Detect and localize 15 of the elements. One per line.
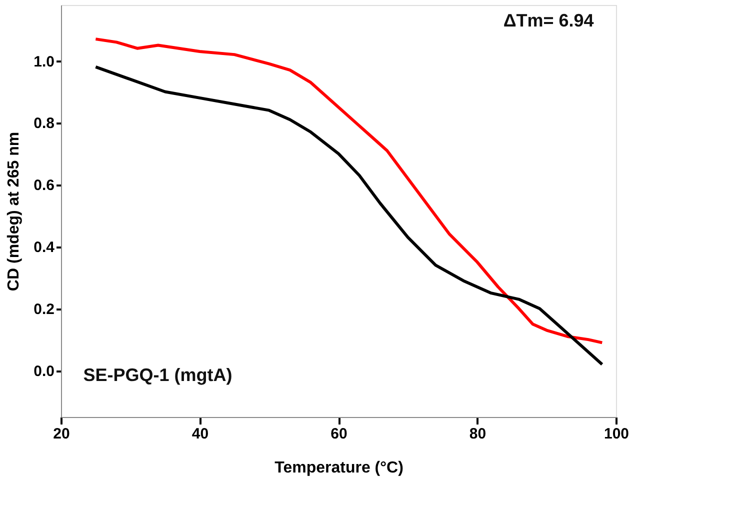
- y-tick-label: 1.0: [34, 53, 54, 70]
- x-tick-label: 40: [192, 426, 209, 442]
- y-tick-label: 0.0: [34, 363, 54, 380]
- annotation: SE-PGQ-1 (mgtA): [83, 364, 232, 385]
- x-tick-label: 60: [330, 426, 348, 442]
- annotation: ΔTm= 6.94: [503, 10, 594, 30]
- x-tick-label: 100: [604, 426, 630, 442]
- y-axis-title: CD (mdeg) at 265 nm: [6, 132, 23, 292]
- y-tick-label: 0.8: [34, 115, 54, 132]
- y-tick-label: 0.6: [34, 177, 54, 194]
- x-tick-label: 80: [469, 426, 486, 442]
- y-tick-label: 0.2: [34, 301, 54, 318]
- y-tick-label: 0.4: [34, 239, 56, 256]
- x-axis-title: Temperature (°C): [274, 460, 404, 476]
- x-tick-label: 20: [53, 426, 70, 442]
